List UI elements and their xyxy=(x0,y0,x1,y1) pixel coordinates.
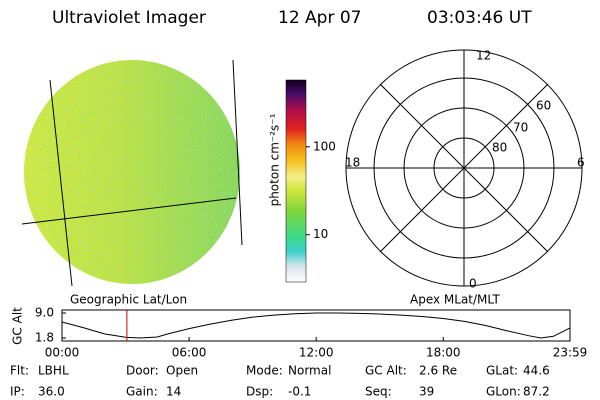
field-label: GC Alt: xyxy=(365,364,407,378)
x-tick-label: 23:59 xyxy=(553,346,588,360)
field-value: 39 xyxy=(419,385,434,399)
image-label: Geographic Lat/Lon xyxy=(70,293,187,307)
polar-label: Apex MLat/MLT xyxy=(410,293,500,307)
colorbar-label: photon cm⁻²s⁻¹ xyxy=(268,113,282,206)
field-label: GLat: xyxy=(486,364,518,378)
field-value: 14 xyxy=(166,385,181,399)
mlt-label: 0 xyxy=(469,277,477,291)
field-value: 44.6 xyxy=(523,364,550,378)
y-tick-label: 9.0 xyxy=(35,306,54,320)
mlt-label: 6 xyxy=(577,156,585,170)
colorbar-tick-label: 10 xyxy=(313,227,328,241)
mlat-label: 70 xyxy=(513,121,528,135)
mlat-label: 60 xyxy=(536,99,551,113)
mlat-label: 80 xyxy=(492,141,507,155)
field-value: -0.1 xyxy=(288,385,311,399)
y-label: GC Alt xyxy=(11,307,25,345)
field-value: 36.0 xyxy=(38,385,65,399)
y-tick-label: 1.8 xyxy=(35,331,54,345)
x-tick-label: 18:00 xyxy=(426,346,461,360)
field-label: Door: xyxy=(126,364,159,378)
field-value: 87.2 xyxy=(523,385,550,399)
colorbar xyxy=(285,79,307,283)
mlt-label: 18 xyxy=(345,156,360,170)
field-label: GLon: xyxy=(486,385,521,399)
mlt-label: 12 xyxy=(476,49,491,63)
field-label: Flt: xyxy=(10,364,29,378)
polar-grid xyxy=(345,49,583,287)
x-tick-label: 06:00 xyxy=(172,346,207,360)
plot-frame xyxy=(61,309,571,342)
instrument: Ultraviolet Imager xyxy=(52,8,206,28)
field-value: LBHL xyxy=(38,364,69,378)
field-label: Mode: xyxy=(246,364,283,378)
time: 03:03:46 UT xyxy=(427,8,532,28)
field-label: IP: xyxy=(10,385,25,399)
field-label: Gain: xyxy=(126,385,158,399)
geo-grid xyxy=(21,59,243,287)
date: 12 Apr 07 xyxy=(278,8,361,28)
field-label: Seq: xyxy=(365,385,392,399)
uv-image xyxy=(24,60,240,284)
x-tick-label: 12:00 xyxy=(299,346,334,360)
colorbar-tick-label: 100 xyxy=(313,139,336,153)
field-value: Normal xyxy=(288,364,331,378)
orbit-line xyxy=(61,312,571,339)
field-value: Open xyxy=(166,364,198,378)
x-tick-label: 00:00 xyxy=(45,346,80,360)
field-label: Dsp: xyxy=(246,385,273,399)
footer: Flt: LBHL Door: Open Mode: Normal GC Alt: 2.6 R… xyxy=(10,364,550,399)
field-value: 2.6 Re xyxy=(419,364,457,378)
